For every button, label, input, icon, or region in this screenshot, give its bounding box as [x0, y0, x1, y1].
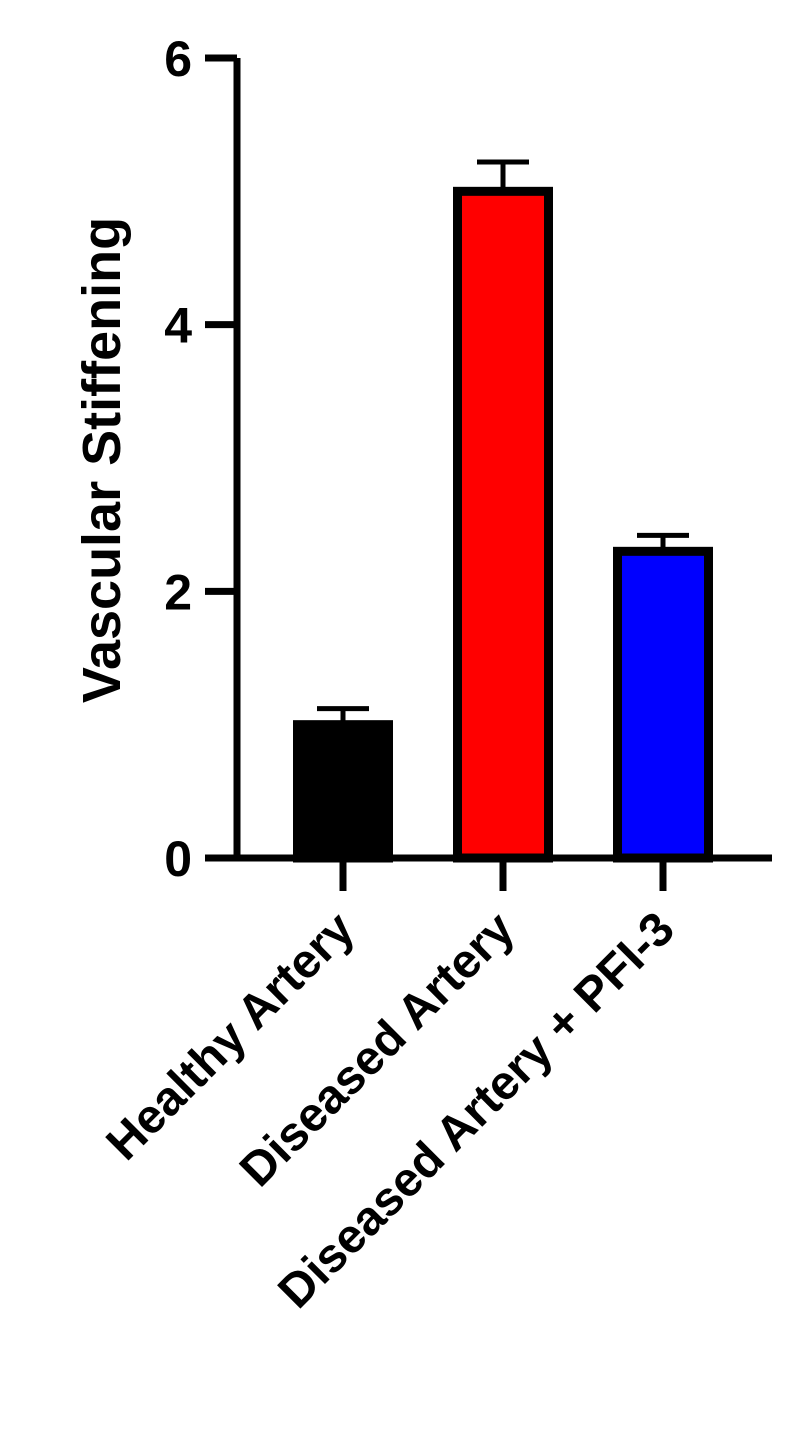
bars-layer — [293, 186, 713, 863]
y-ticks-layer: 0 2 4 6 — [164, 31, 237, 887]
axes-layer — [205, 58, 772, 862]
y-tick-label: 4 — [164, 298, 192, 354]
y-axis-title: Vascular Stiffening — [72, 217, 132, 703]
bar — [293, 720, 393, 863]
error-bars-layer — [317, 159, 689, 725]
y-tick-label: 6 — [164, 31, 192, 87]
y-tick-label: 2 — [164, 564, 192, 620]
bar — [453, 186, 553, 863]
y-tick-label: 0 — [164, 831, 192, 887]
bar — [613, 546, 713, 863]
x-tick-label: Diseased Artery — [230, 902, 525, 1197]
